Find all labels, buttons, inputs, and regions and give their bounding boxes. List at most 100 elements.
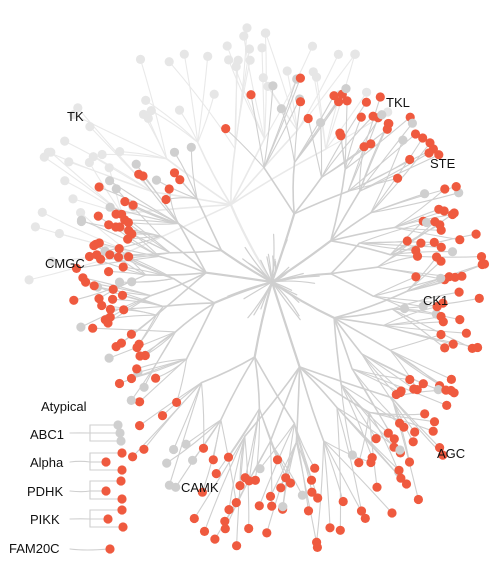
kinase-node xyxy=(94,294,104,304)
kinase-node xyxy=(64,157,74,167)
kinase-node xyxy=(116,338,126,348)
kinase-node xyxy=(398,135,408,145)
kinase-node xyxy=(244,44,255,54)
kinase-node xyxy=(211,469,221,479)
kinase-node xyxy=(316,118,326,128)
branch-line xyxy=(330,242,361,275)
kinase-node xyxy=(162,458,172,468)
kinase-node xyxy=(257,43,267,53)
kinase-node xyxy=(132,364,142,374)
kinase-node xyxy=(68,194,78,204)
branch-line xyxy=(260,281,273,310)
branch-line xyxy=(333,317,385,327)
branch-line xyxy=(161,382,203,417)
branch-line xyxy=(168,61,236,150)
kinase-node xyxy=(362,87,372,97)
kinase-node xyxy=(188,455,198,465)
branch-line xyxy=(298,366,338,409)
kinase-node xyxy=(334,97,344,107)
kinase-node xyxy=(105,312,115,322)
branch-line xyxy=(330,168,346,242)
kinase-node xyxy=(105,250,115,260)
kinase-node xyxy=(115,428,125,438)
kinase-node xyxy=(261,28,271,38)
kinase-node xyxy=(267,501,277,511)
kinase-node xyxy=(476,252,487,262)
kinase-node xyxy=(111,184,121,194)
kinase-node xyxy=(232,541,242,551)
kinase-node xyxy=(454,287,464,297)
kinase-node xyxy=(174,105,185,115)
kinase-node xyxy=(135,54,146,64)
kinase-node xyxy=(477,259,487,270)
kinase-node xyxy=(114,277,125,287)
kinase-node xyxy=(341,84,351,94)
branch-line xyxy=(73,114,168,160)
branch-line xyxy=(391,308,461,321)
kinase-node xyxy=(103,514,113,524)
kinase-node xyxy=(395,387,405,398)
branch-line xyxy=(109,206,180,225)
branch-line xyxy=(185,302,216,360)
kinase-node xyxy=(436,242,446,252)
kinase-node xyxy=(197,487,207,497)
branch-line xyxy=(253,280,274,359)
kinase-node xyxy=(76,216,86,227)
branch-line xyxy=(258,422,295,507)
kinase-node xyxy=(43,147,54,157)
kinase-node xyxy=(401,479,412,489)
branch-line xyxy=(143,331,177,388)
atypical-bracket-line xyxy=(89,462,122,471)
atypical-bracket-line xyxy=(89,491,122,500)
kinase-node xyxy=(131,159,141,169)
branch-line xyxy=(293,190,349,215)
kinase-node xyxy=(123,217,133,228)
kinase-node xyxy=(387,508,397,518)
kinase-node xyxy=(54,228,64,239)
branch-line xyxy=(372,277,442,297)
kinase-node xyxy=(231,498,241,508)
branch-line xyxy=(361,353,416,433)
kinase-node xyxy=(405,154,415,165)
branch-line xyxy=(80,295,152,328)
kinase-node xyxy=(169,168,180,178)
kinase-node xyxy=(169,147,180,157)
kinase-node xyxy=(410,427,420,437)
kinase-node xyxy=(440,343,450,353)
branch-line xyxy=(250,94,265,169)
kinase-node xyxy=(186,142,196,152)
atypical-bracket-line xyxy=(89,433,121,442)
branch-line xyxy=(175,419,222,488)
kinase-node xyxy=(124,252,134,262)
kinase-node xyxy=(436,329,446,340)
branch-line xyxy=(196,198,223,252)
kinase-node xyxy=(104,163,114,173)
branch-line xyxy=(160,235,207,274)
kinase-node xyxy=(412,251,423,261)
kinase-node xyxy=(432,252,442,262)
kinase-node xyxy=(141,95,151,105)
kinase-node xyxy=(440,184,450,194)
kinase-node xyxy=(303,113,313,124)
group-label-ck1: CK1 xyxy=(423,293,448,308)
kinase-node xyxy=(307,41,318,51)
kinase-node xyxy=(128,452,138,462)
branch-line xyxy=(330,190,361,242)
kinase-node xyxy=(60,136,70,146)
branch-line xyxy=(389,349,452,380)
branch-line xyxy=(183,53,199,143)
kinase-node xyxy=(268,81,278,91)
kinase-node xyxy=(471,229,481,239)
kinase-node xyxy=(359,142,369,152)
kinase-node xyxy=(434,204,444,214)
branch-line xyxy=(230,147,236,206)
kinase-node xyxy=(127,277,137,287)
group-label-ste: STE xyxy=(430,156,456,171)
branch-line xyxy=(368,411,378,488)
branch-line xyxy=(358,242,417,252)
branch-line xyxy=(298,366,370,414)
branch-line xyxy=(333,290,408,319)
kinase-node xyxy=(429,417,440,427)
kinase-node xyxy=(430,217,440,227)
